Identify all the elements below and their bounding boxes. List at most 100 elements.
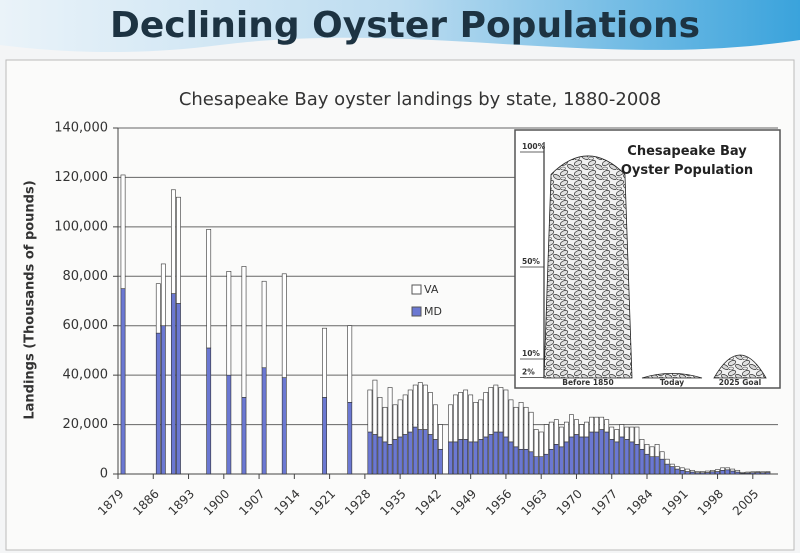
- bar-segment: [120, 174, 126, 289]
- inset-title: Chesapeake Bay Oyster Population: [620, 144, 754, 178]
- bar-segment: [433, 404, 438, 440]
- bar-segment: [422, 429, 428, 475]
- bar-segment: [171, 293, 176, 475]
- bar-segment: [473, 402, 479, 443]
- bar-segment: [589, 431, 594, 475]
- bar-segment: [438, 424, 443, 450]
- bar-segment: [644, 444, 650, 455]
- bar-segment: [659, 451, 665, 460]
- bar-segment: [392, 404, 398, 440]
- bar-segment: [493, 431, 499, 475]
- bar-segment: [569, 414, 574, 438]
- bar-segment: [261, 367, 267, 475]
- bar-segment: [609, 426, 615, 440]
- slide-title: Declining Oyster Populations: [110, 5, 700, 46]
- bar-segment: [614, 429, 620, 443]
- bar-segment: [483, 392, 489, 438]
- bar-segment: [422, 384, 428, 430]
- bar-segment: [241, 397, 247, 475]
- bar-segment: [533, 429, 539, 457]
- bar-segment: [397, 399, 403, 438]
- bar-segment: [705, 470, 710, 473]
- bar-segment: [417, 429, 423, 475]
- bar-segment: [594, 416, 600, 433]
- bar-segment: [473, 441, 479, 475]
- bar-segment: [372, 434, 378, 475]
- bar-segment: [735, 469, 741, 473]
- bar-segment: [644, 453, 650, 475]
- bar-segment: [725, 469, 731, 475]
- bar-segment: [548, 421, 554, 450]
- bar-segment: [518, 402, 524, 450]
- inset-tick-label: 50%: [522, 257, 540, 266]
- bar-segment: [634, 444, 640, 475]
- legend-label: VA: [424, 283, 439, 296]
- y-tick-label: 60,000: [63, 318, 109, 333]
- bar-segment: [412, 384, 418, 428]
- bar-segment: [594, 431, 600, 475]
- bar-segment: [639, 439, 645, 450]
- bar-segment: [760, 471, 766, 474]
- bar-segment: [533, 456, 539, 475]
- legend-swatch: [411, 306, 422, 317]
- y-tick-label: 120,000: [54, 170, 108, 185]
- bar-segment: [367, 431, 373, 475]
- bar-segment: [241, 266, 247, 398]
- bar-segment: [463, 389, 469, 440]
- bar-segment: [206, 229, 212, 349]
- bar-segment: [584, 436, 589, 475]
- bar-segment: [684, 471, 690, 475]
- bar-segment: [176, 303, 181, 475]
- bar-segment: [367, 389, 373, 433]
- bar-segment: [155, 283, 161, 334]
- bar-segment: [407, 389, 413, 433]
- bar-segment: [604, 419, 610, 433]
- bar-segment: [508, 399, 514, 443]
- bar-segment: [483, 436, 489, 475]
- bar-segment: [679, 469, 685, 475]
- bar-segment: [659, 458, 665, 475]
- bar-segment: [498, 387, 504, 433]
- bar-segment: [463, 439, 469, 475]
- inset-tick-label: 10%: [522, 349, 540, 358]
- bar-segment: [538, 456, 544, 475]
- bar-segment: [407, 431, 413, 475]
- bar-segment: [629, 441, 635, 475]
- bar-segment: [206, 347, 212, 475]
- bar-segment: [377, 436, 383, 475]
- bar-segment: [569, 436, 574, 475]
- oyster-pile: [543, 155, 633, 379]
- oyster-pile: [713, 354, 767, 379]
- inset-category-label: Before 1850: [562, 378, 614, 387]
- bar-segment: [347, 402, 353, 475]
- bar-segment: [493, 384, 499, 433]
- bar-segment: [649, 456, 655, 475]
- bar-segment: [694, 471, 700, 474]
- bar-segment: [261, 280, 267, 369]
- bar-segment: [468, 441, 474, 475]
- bar-segment: [171, 189, 176, 294]
- bar-segment: [226, 374, 232, 475]
- y-tick-label: 40,000: [63, 368, 109, 383]
- bar-segment: [322, 397, 327, 475]
- bar-segment: [730, 468, 736, 472]
- inset-tick-label: 100%: [522, 142, 546, 151]
- bar-segment: [664, 463, 670, 475]
- y-tick-label: 0: [100, 467, 108, 482]
- bar-segment: [755, 471, 761, 473]
- legend-label: MD: [424, 305, 442, 318]
- bar-segment: [448, 441, 453, 475]
- bar-segment: [433, 439, 438, 475]
- bar-segment: [488, 434, 494, 475]
- bar-segment: [503, 436, 509, 475]
- bar-segment: [579, 424, 584, 438]
- bar-segment: [679, 467, 685, 471]
- bar-segment: [543, 453, 549, 475]
- bar-segment: [438, 448, 443, 475]
- bar-segment: [614, 441, 620, 475]
- bar-segment: [553, 419, 559, 445]
- y-tick-label: 80,000: [63, 269, 109, 284]
- bar-segment: [402, 434, 408, 475]
- bar-segment: [710, 471, 715, 475]
